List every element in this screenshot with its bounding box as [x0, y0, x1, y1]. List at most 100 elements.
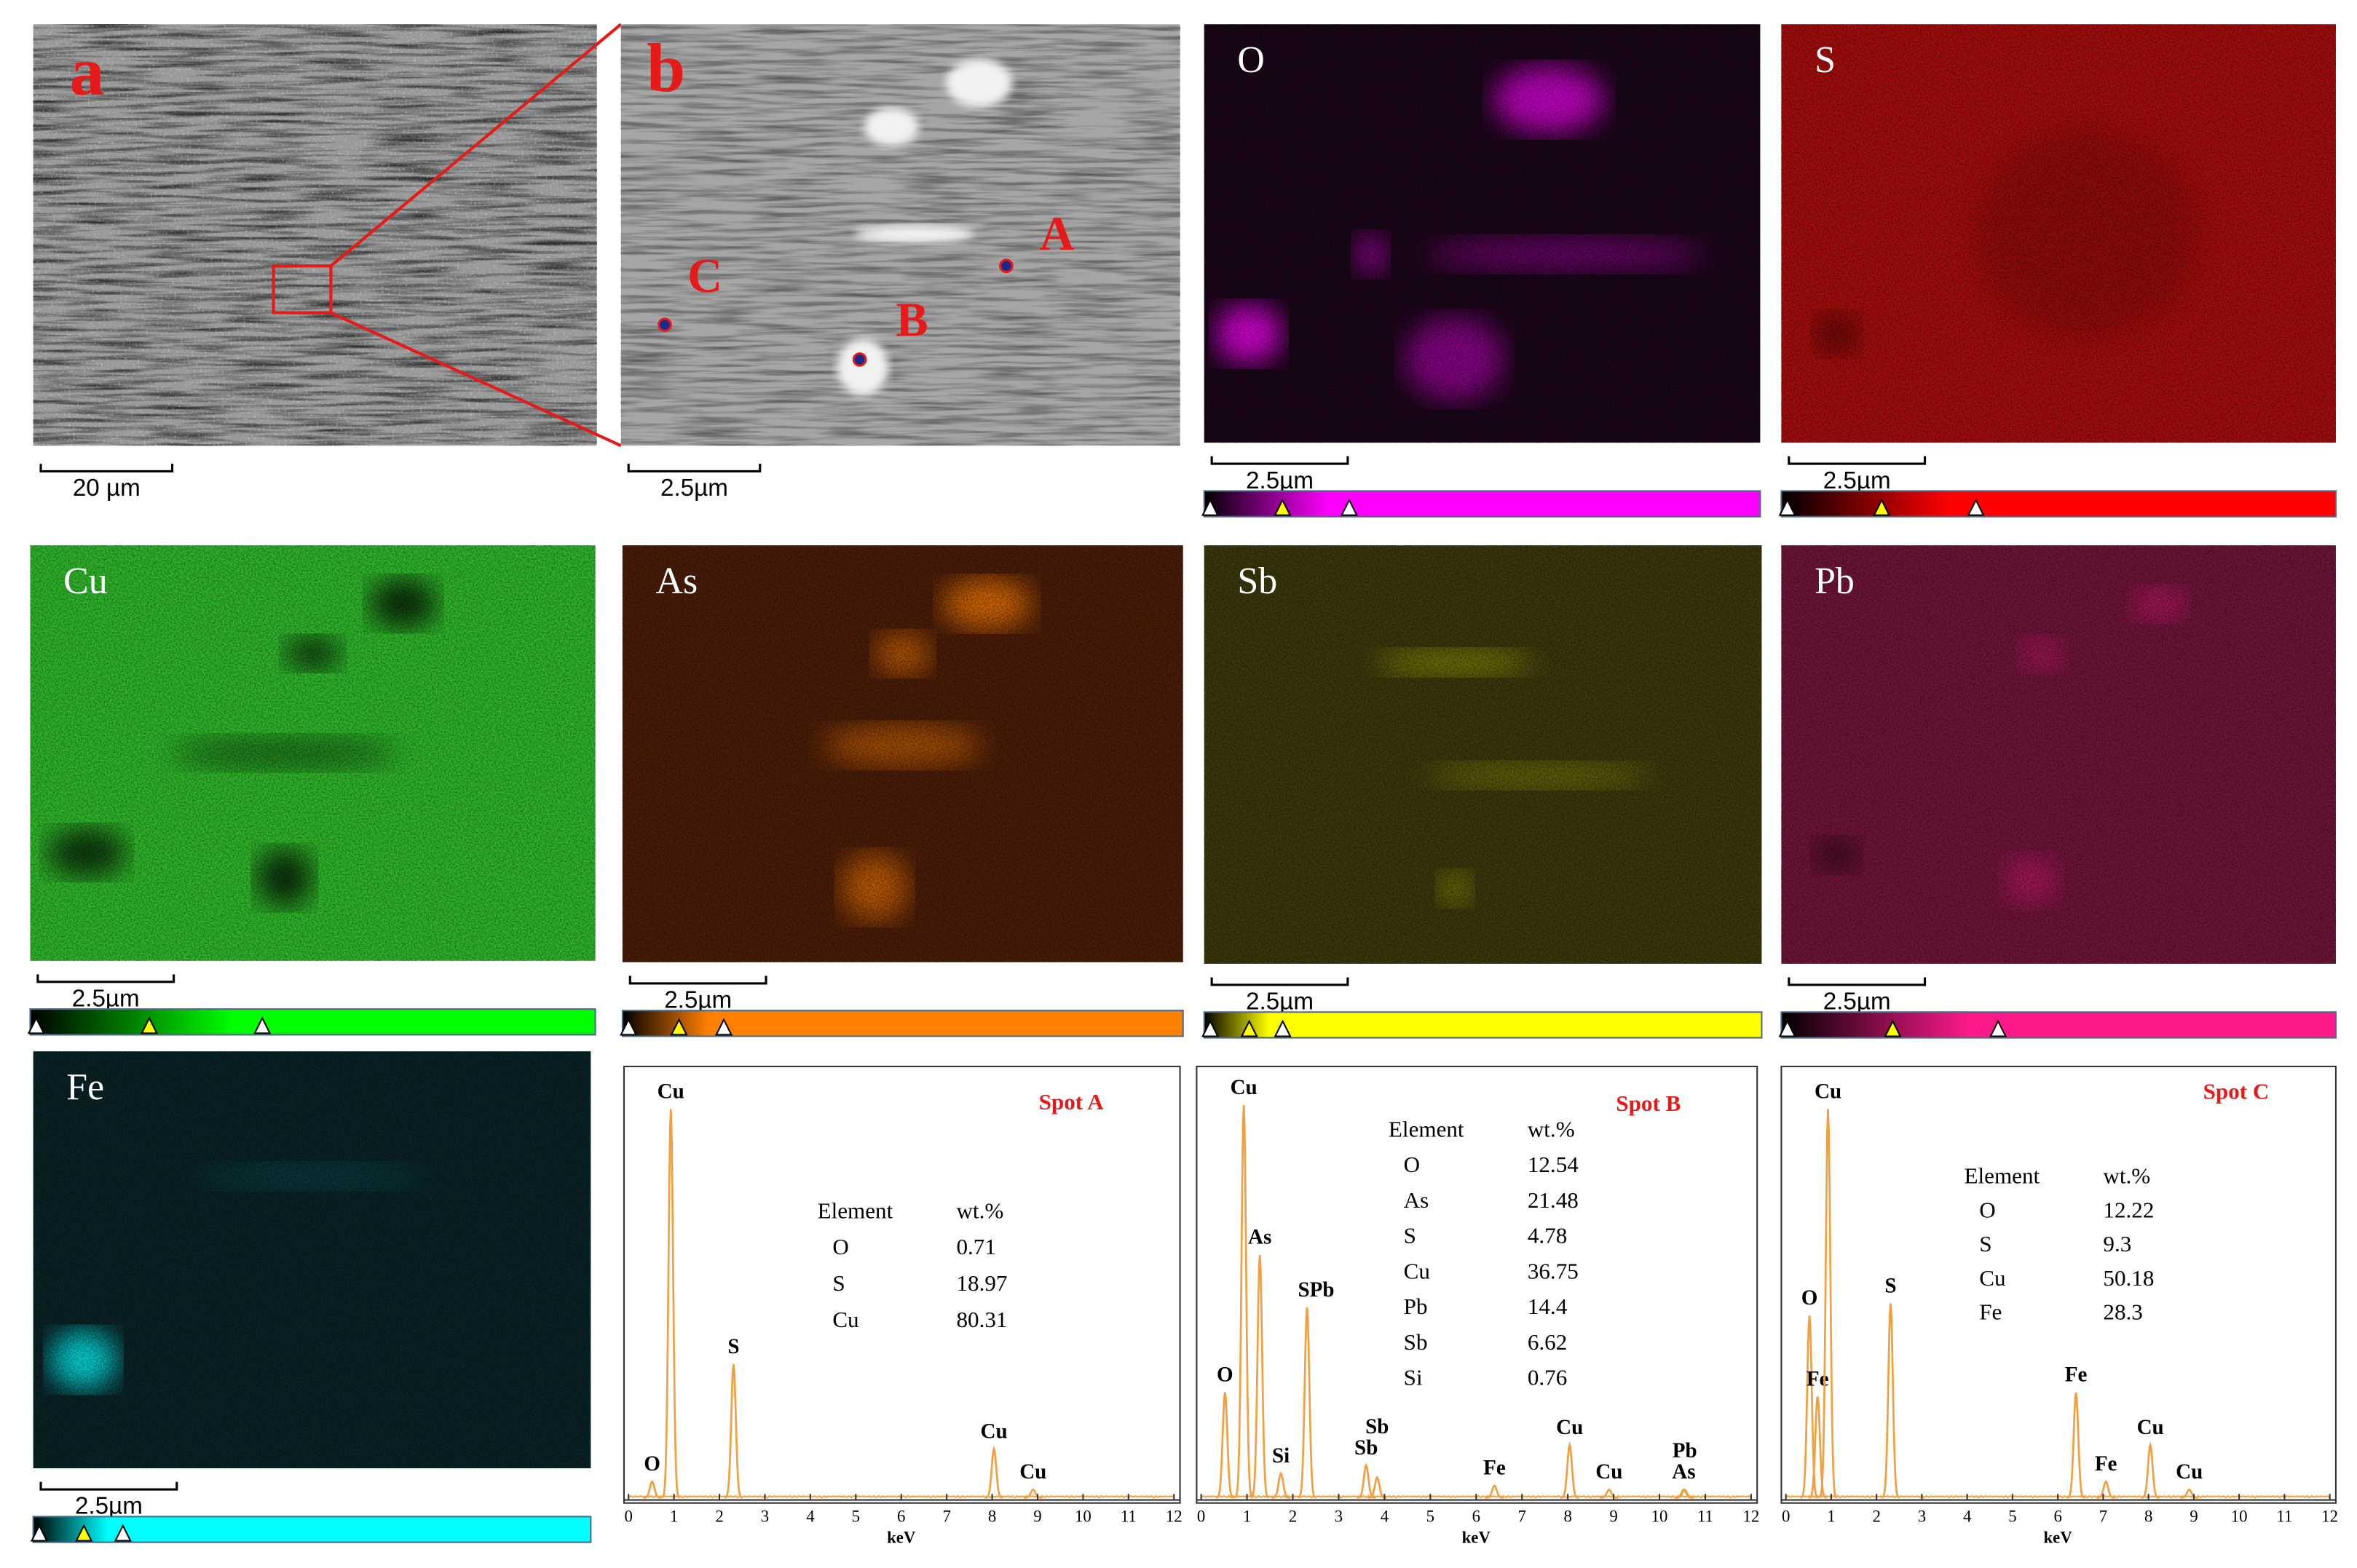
x-tick-label: 10 [1651, 1508, 1668, 1526]
x-tick-label: 9 [1033, 1508, 1041, 1526]
spectrum-peak [1675, 1488, 1694, 1499]
colorbar-marker [1884, 1019, 1902, 1037]
table-cell: S [1979, 1231, 1991, 1256]
spectrum-peak [1808, 1396, 1827, 1499]
colorbar-marker [27, 1016, 45, 1034]
peak-label: Si [1272, 1444, 1290, 1468]
x-tick-label: 11 [1697, 1508, 1713, 1526]
spectrum-peak [661, 1109, 681, 1499]
zoom-box [272, 264, 333, 314]
colorbar [1203, 490, 1761, 518]
x-tick-label: 10 [1075, 1508, 1091, 1526]
table-cell: 0.76 [1528, 1365, 1567, 1390]
peak-label: Cu [1595, 1460, 1622, 1484]
table-cell: Si [1404, 1365, 1423, 1390]
scale-label: 2.5µm [664, 987, 732, 1014]
peak-label: As [1248, 1226, 1271, 1249]
scale-bar [1788, 977, 1927, 986]
x-tick-label: 4 [1963, 1508, 1972, 1526]
table-cell: Cu [1404, 1258, 1431, 1283]
spectrum-title: Spot C [2203, 1079, 2270, 1104]
peak-label: Cu [1019, 1460, 1046, 1484]
spectrum-peak [1485, 1484, 1504, 1499]
colorbar-marker [1274, 1019, 1292, 1037]
spectrum-peak [1298, 1307, 1316, 1499]
peak-label: O [644, 1452, 660, 1476]
x-tick-label: 6 [2053, 1508, 2061, 1526]
colorbar-marker [1778, 498, 1796, 516]
x-tick-label: 2 [715, 1508, 723, 1526]
colorbar-marker [114, 1524, 132, 1542]
table-cell: 28.3 [2103, 1299, 2142, 1324]
scale-bar [39, 1481, 178, 1491]
table-cell: O [1404, 1152, 1420, 1177]
x-tick-label: 5 [852, 1508, 860, 1526]
map-noise [1781, 545, 2336, 964]
peak-label: Cu [1231, 1076, 1258, 1099]
table-cell: 0.71 [956, 1234, 995, 1259]
table-cell: 36.75 [1528, 1258, 1579, 1283]
x-tick-label: 8 [2144, 1508, 2152, 1526]
x-tick-label: 8 [988, 1508, 996, 1526]
spectrum-peak [724, 1363, 743, 1499]
table-cell: 14.4 [1528, 1294, 1568, 1319]
table-cell: Fe [1979, 1299, 2002, 1324]
table-header: Element [818, 1197, 893, 1223]
sem-specks [33, 24, 597, 446]
table-cell: 6.62 [1528, 1329, 1567, 1355]
x-axis-label: keV [1462, 1529, 1491, 1547]
colorbar [29, 1008, 596, 1036]
table-cell: 50.18 [2103, 1265, 2154, 1291]
table-cell: O [832, 1234, 848, 1259]
scale-bar [628, 975, 767, 985]
peak-label: Cu [2176, 1460, 2203, 1484]
scale-label: 2.5µm [1823, 467, 1891, 494]
table-header: wt.% [2103, 1163, 2150, 1189]
table-cell: 21.48 [1528, 1187, 1579, 1213]
element-label: Cu [63, 561, 108, 602]
spectrum-frame [623, 1065, 1181, 1504]
peak-label: Pb [1673, 1439, 1697, 1462]
spot-marker [999, 258, 1014, 274]
scale-label: 2.5µm [660, 475, 728, 502]
colorbar-marker [1201, 1019, 1220, 1037]
x-tick-label: 0 [1782, 1508, 1790, 1526]
table-header: wt.% [956, 1197, 1003, 1223]
peak-label: Fe [2095, 1452, 2117, 1476]
spot-label: A [1040, 207, 1075, 261]
scale-bar [1210, 456, 1349, 465]
table-header: wt.% [1528, 1116, 1575, 1141]
x-tick-label: 1 [670, 1508, 678, 1526]
table-cell: 12.22 [2103, 1197, 2154, 1222]
x-tick-label: 6 [1472, 1508, 1480, 1526]
scale-bar [39, 464, 174, 473]
spectrum-peak [1234, 1104, 1254, 1499]
peak-label: Cu [1815, 1080, 1841, 1103]
spectrum-peak [1818, 1109, 1838, 1499]
x-tick-label: 0 [624, 1508, 632, 1526]
colorbar-marker [1967, 498, 1985, 516]
zoom-line [330, 23, 623, 267]
colorbar-marker [75, 1524, 93, 1542]
spectrum-peak [1800, 1315, 1819, 1499]
colorbar [1780, 1011, 2337, 1039]
table-cell: O [1979, 1197, 1995, 1222]
table-cell: As [1404, 1187, 1429, 1213]
table-cell: Pb [1404, 1294, 1428, 1319]
peak-label: Cu [981, 1420, 1008, 1444]
x-tick-label: 2 [1289, 1508, 1297, 1526]
peak-label: S [727, 1335, 739, 1358]
colorbar-marker [670, 1018, 688, 1036]
table-cell: S [1404, 1223, 1416, 1248]
spectrum-peak [1600, 1488, 1619, 1499]
element-label: Sb [1237, 561, 1277, 602]
peak-label: Cu [658, 1080, 684, 1103]
x-tick-label: 4 [1381, 1508, 1389, 1526]
spectrum-peak [1367, 1476, 1386, 1499]
scale-label: 2.5µm [1823, 989, 1891, 1015]
scale-bar [36, 974, 175, 983]
x-tick-label: 5 [2008, 1508, 2016, 1526]
x-tick-label: 6 [897, 1508, 905, 1526]
x-tick-label: 1 [1827, 1508, 1835, 1526]
